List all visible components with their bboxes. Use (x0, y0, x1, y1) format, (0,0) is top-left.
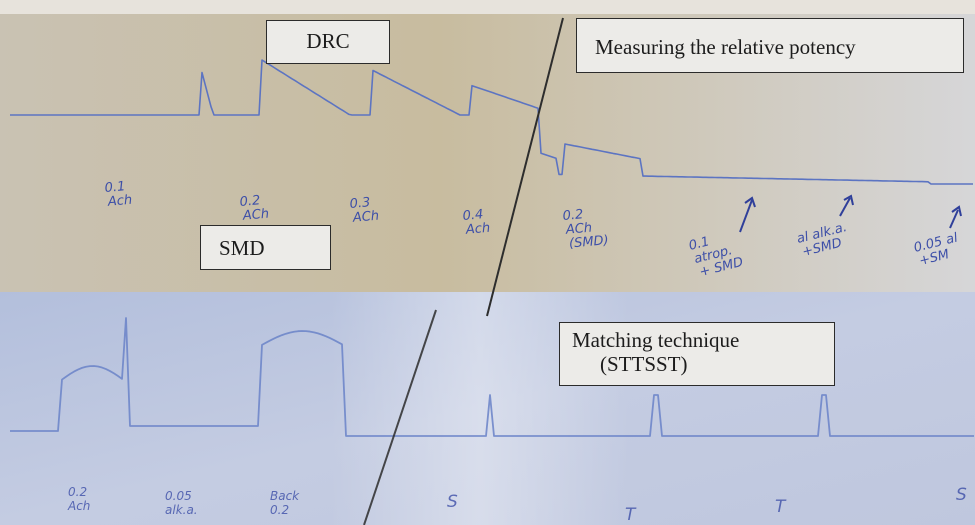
relative-potency-box: Measuring the relative potency (576, 18, 964, 73)
top-annotation-text: 0.1 (104, 179, 126, 196)
top-annotation-text: 0.4 (462, 207, 484, 224)
smd-label-box: SMD (200, 225, 331, 270)
top-annotation-text: Ach (106, 193, 132, 210)
divider-line-upper (486, 17, 564, 317)
top-annotation-text: 0.3 (349, 195, 371, 212)
sttsst-label: (STTSST) (600, 352, 688, 377)
matching-technique-label: Matching technique (572, 328, 740, 352)
bottom-annotation-text: T (775, 497, 787, 517)
relative-potency-label: Measuring the relative potency (595, 35, 856, 59)
lower-trace (10, 317, 974, 437)
top-annotation-text: Ach (464, 221, 490, 238)
bottom-annotation-text: Back (270, 489, 300, 503)
drc-label-box: DRC (266, 20, 390, 64)
top-annotation-text: 0.2 (562, 207, 584, 224)
bottom-annotation-text: S (447, 492, 458, 512)
bottom-annotation-text: alk.a. (165, 503, 198, 517)
top-annotation-text: +SM (918, 247, 951, 269)
top-annotation-text: ACh (564, 221, 592, 238)
divider-line-lower (363, 309, 437, 525)
bottom-annotation-text: 0.2 (68, 485, 87, 499)
top-annotation-text: (SMD) (568, 233, 609, 251)
bottom-annotation-text: S (956, 485, 967, 505)
bottom-annotation-text: Ach (67, 499, 90, 513)
bottom-annotation-text: 0.05 (165, 489, 192, 503)
matching-technique-box: Matching technique (STTSST) (559, 322, 835, 386)
top-annotation-text: 0.1 (687, 234, 711, 254)
bottom-annotation-text: T (625, 505, 637, 525)
top-annotation-text: ACh (351, 209, 379, 226)
top-annotation-text: ACh (241, 207, 269, 224)
upper-trace (10, 59, 973, 185)
bottom-annotation-text: 0.2 (270, 503, 289, 517)
top-annotation-text: 0.2 (239, 193, 261, 210)
smd-label: SMD (219, 236, 265, 260)
arrow-icon (739, 194, 962, 233)
drc-label: DRC (306, 29, 350, 53)
